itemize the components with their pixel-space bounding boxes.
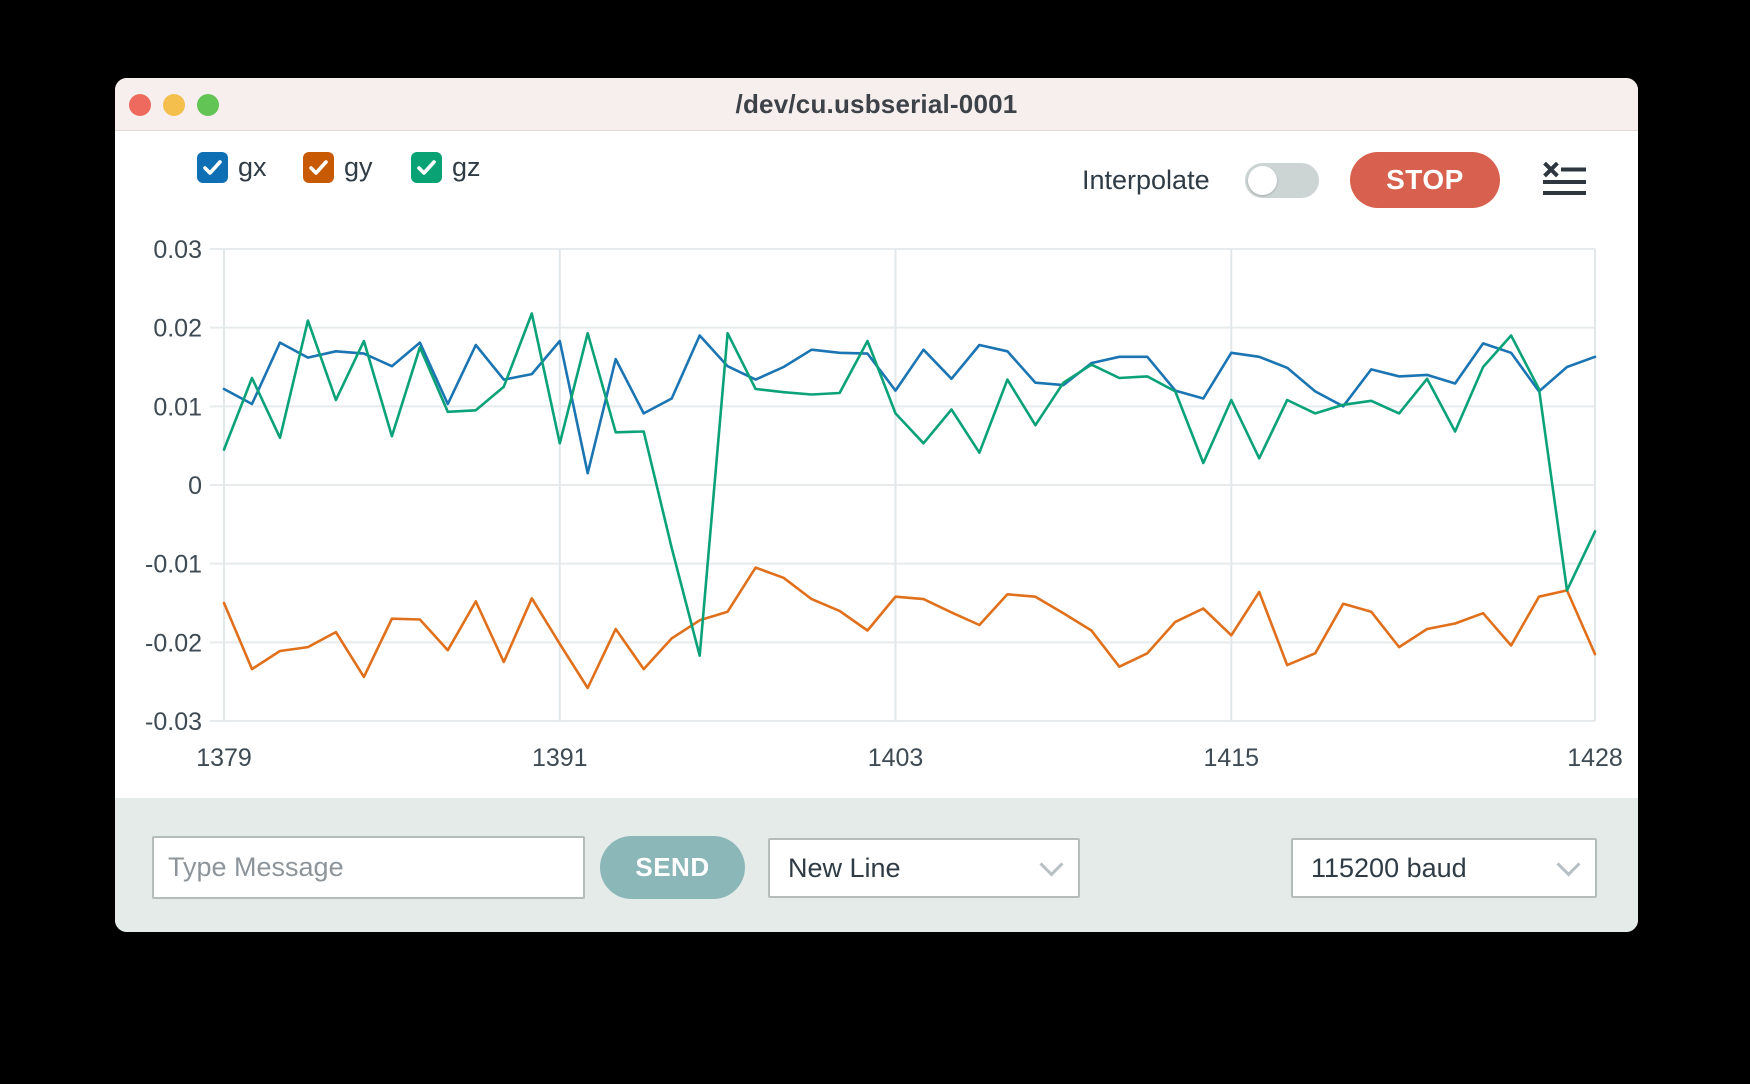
- legend-item-gz: gz: [411, 152, 481, 183]
- message-input[interactable]: [152, 836, 585, 899]
- svg-text:0.02: 0.02: [153, 315, 202, 343]
- interpolate-toggle[interactable]: [1245, 163, 1319, 198]
- svg-text:-0.01: -0.01: [145, 551, 202, 579]
- check-icon: [309, 160, 328, 175]
- title-bar: /dev/cu.usbserial-0001: [115, 78, 1638, 131]
- app-window: 0.03 0.02 0.01 0 -0.01 -0.02 -0.03 1379 1391 1403…: [115, 78, 1638, 932]
- legend-item-gy: gy: [303, 152, 373, 183]
- stop-button[interactable]: STOP: [1350, 152, 1500, 208]
- svg-text:1379: 1379: [196, 744, 252, 772]
- interpolate-label: Interpolate: [1082, 165, 1210, 195]
- send-button[interactable]: SEND: [600, 836, 745, 899]
- chevron-down-icon: [1556, 851, 1581, 877]
- svg-text:0.01: 0.01: [153, 393, 202, 421]
- traffic-lights: [115, 94, 235, 116]
- gz-checkbox[interactable]: [411, 152, 442, 183]
- minimize-window-button[interactable]: [163, 94, 185, 116]
- zoom-window-button[interactable]: [197, 94, 219, 116]
- svg-text:1403: 1403: [868, 744, 924, 772]
- legend-label-gx: gx: [238, 152, 267, 182]
- svg-text:1415: 1415: [1203, 744, 1259, 772]
- legend-item-gx: gx: [197, 152, 267, 183]
- check-icon: [417, 160, 436, 175]
- svg-text:0: 0: [188, 472, 202, 500]
- baud-rate-select[interactable]: 115200 baud: [1291, 838, 1597, 898]
- svg-text:-0.03: -0.03: [145, 708, 202, 736]
- legend-row: gx gy gz: [115, 152, 1638, 186]
- legend-label-gz: gz: [452, 152, 481, 182]
- baud-rate-value: 115200 baud: [1311, 852, 1467, 883]
- check-icon: [203, 160, 222, 175]
- window-title: /dev/cu.usbserial-0001: [735, 88, 1018, 119]
- gy-checkbox[interactable]: [303, 152, 334, 183]
- svg-text:0.03: 0.03: [153, 236, 202, 264]
- gx-checkbox[interactable]: [197, 152, 228, 183]
- bottom-bar: SEND New Line 115200 baud: [115, 798, 1638, 932]
- svg-text:1428: 1428: [1567, 744, 1623, 772]
- close-window-button[interactable]: [129, 94, 151, 116]
- chevron-down-icon: [1039, 851, 1064, 877]
- legend-label-gy: gy: [344, 152, 373, 182]
- svg-text:-0.02: -0.02: [145, 629, 202, 657]
- serial-plot: 0.03 0.02 0.01 0 -0.01 -0.02 -0.03 1379 1391 1403…: [145, 236, 1623, 772]
- clear-list-icon[interactable]: [1543, 161, 1587, 196]
- line-ending-value: New Line: [788, 852, 901, 883]
- svg-text:1391: 1391: [532, 744, 588, 772]
- toggle-knob: [1248, 166, 1277, 195]
- line-ending-select[interactable]: New Line: [768, 838, 1080, 898]
- x-list-icon: [1543, 161, 1586, 195]
